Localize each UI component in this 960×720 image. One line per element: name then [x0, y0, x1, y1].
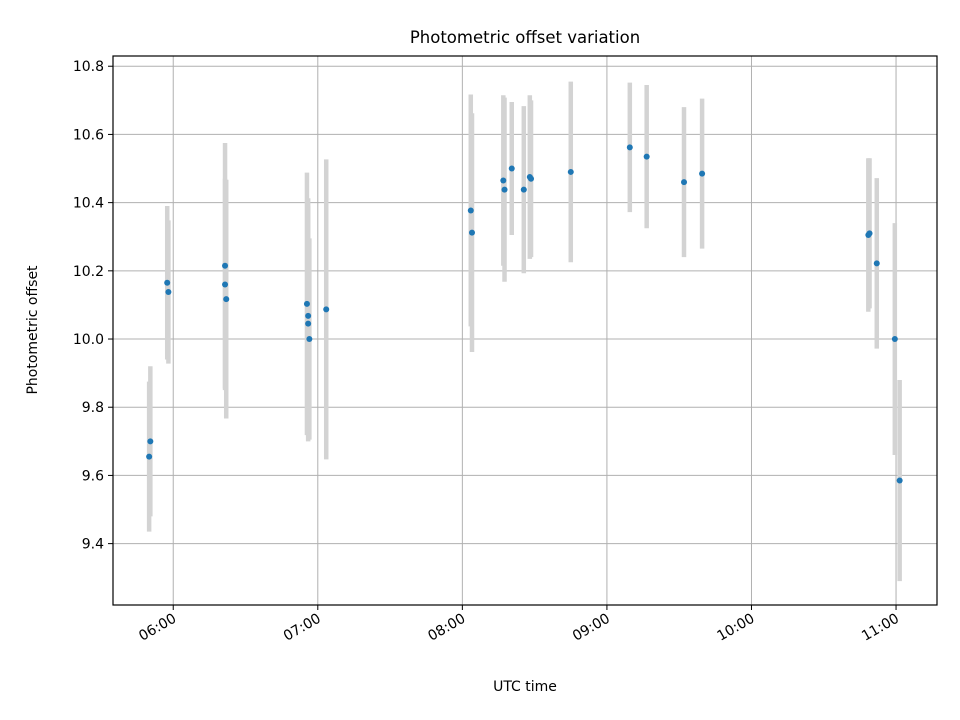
data-point — [528, 175, 535, 182]
data-point — [468, 229, 475, 236]
data-point — [146, 453, 153, 460]
data-point — [323, 306, 330, 313]
data-point — [501, 186, 508, 193]
plot-area-frame — [112, 55, 938, 606]
data-point — [303, 300, 310, 307]
data-point — [891, 336, 898, 343]
data-point — [873, 260, 880, 267]
data-point — [699, 170, 706, 177]
data-point — [223, 296, 230, 303]
y-tick-label: 10.0 — [73, 332, 104, 348]
data-point — [222, 262, 229, 269]
y-tick-label: 10.6 — [73, 127, 104, 143]
y-axis-label: Photometric offset — [25, 265, 41, 395]
data-point — [626, 144, 633, 151]
data-point — [306, 336, 313, 343]
data-point — [305, 320, 312, 327]
data-point — [165, 288, 172, 295]
chart-title: Photometric offset variation — [410, 28, 640, 47]
y-tick-label: 9.6 — [82, 468, 104, 484]
data-point — [681, 179, 688, 186]
x-axis-label: UTC time — [493, 679, 557, 695]
y-tick-label: 10.4 — [73, 196, 104, 212]
data-point — [896, 477, 903, 484]
data-point — [222, 281, 229, 288]
data-point — [866, 230, 873, 237]
data-point — [467, 207, 474, 214]
y-axis: 9.4 9.6 9.8 10.0 10.2 10.4 10.6 10.8 — [73, 59, 113, 553]
data-point — [164, 279, 171, 286]
data-point — [643, 153, 650, 160]
data-point — [567, 168, 574, 175]
data-point — [305, 312, 312, 319]
data-point — [500, 177, 507, 184]
y-tick-label: 9.4 — [82, 537, 104, 553]
y-tick-label: 9.8 — [82, 400, 104, 416]
data-point — [520, 186, 527, 193]
data-point — [508, 165, 515, 172]
data-points — [146, 144, 903, 484]
y-tick-label: 10.8 — [73, 59, 104, 75]
y-tick-label: 10.2 — [73, 264, 104, 280]
data-point — [147, 438, 154, 445]
